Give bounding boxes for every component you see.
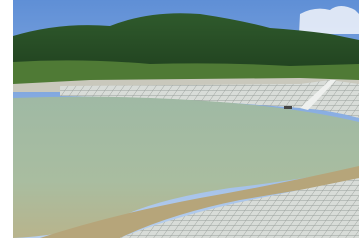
photo [13,0,359,238]
reservoir-photo [0,0,363,246]
float [284,106,292,109]
page [0,0,363,246]
